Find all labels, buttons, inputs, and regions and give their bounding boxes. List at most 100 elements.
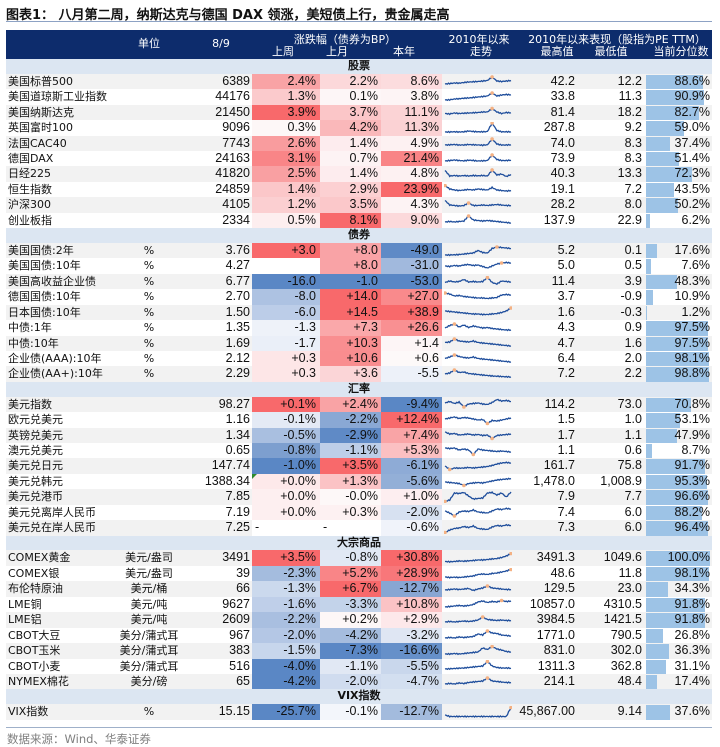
row-unit	[118, 89, 180, 104]
trend-cell	[442, 581, 513, 596]
change-ytd-cell: 21.4%	[381, 150, 442, 167]
percentile-cell: 59.0%	[645, 120, 712, 136]
low-value: 9.2	[624, 120, 642, 135]
header-month: 上月	[326, 45, 348, 58]
high-value: 6.4	[557, 351, 575, 366]
table-row: 美元兑港币 7.85 +0.0% -0.0% +1.0% 7.9 7.7 96.6%	[6, 489, 712, 505]
sparkline-marker	[485, 675, 490, 680]
change-month-cell: -0.1%	[320, 704, 381, 720]
sparkline-chart	[444, 352, 512, 363]
sparkline-chart	[444, 107, 512, 116]
sparkline-marker	[444, 183, 447, 187]
change-ytd-cell: -9.4%	[381, 396, 442, 413]
table-row: 中债:10年% 1.69 -1.7 +10.3 +1.4 4.7 1.6 97.5%	[6, 335, 712, 352]
percentile-bar	[646, 151, 679, 167]
low-value: 4310.5	[603, 596, 642, 611]
trend-cell	[442, 612, 513, 627]
sparkline-chart	[444, 446, 512, 457]
sparkline-chart	[444, 306, 512, 317]
title-underline	[6, 21, 712, 22]
row-unit: %	[143, 321, 155, 335]
change-week-cell: 3.1%	[252, 150, 320, 167]
change-ytd-cell: -53.0	[381, 273, 442, 290]
sparkline-marker	[509, 567, 512, 571]
row-value: 2334	[222, 212, 250, 227]
trend-cell	[442, 505, 513, 520]
change-ytd-cell: -4.7%	[381, 673, 442, 690]
row-name: CBOT玉米	[8, 644, 61, 658]
row-name: 恒生指数	[8, 182, 52, 196]
row-name: 美元兑在岸人民币	[8, 521, 96, 535]
change-week-cell: -2.0%	[252, 627, 320, 644]
row-value: 0.65	[225, 443, 250, 458]
low-value: 8.3	[624, 150, 642, 165]
sparkline-chart	[444, 275, 512, 285]
section-header: 大宗商品	[6, 535, 712, 551]
change-week-cell: -16.0	[252, 273, 320, 290]
percentile-bar	[646, 659, 666, 674]
change-ytd-cell: +1.0%	[381, 489, 442, 505]
percentile-cell: 88.2%	[645, 505, 712, 521]
trend-cell	[442, 213, 513, 228]
trend-cell	[442, 520, 513, 535]
low-value: 1.1	[624, 427, 642, 442]
change-ytd-cell: +28.9%	[381, 565, 442, 582]
row-value: 2.12	[225, 351, 250, 366]
trend-cell	[442, 105, 513, 120]
low-value: 11.8	[618, 565, 642, 580]
sparkline-chart	[444, 244, 512, 257]
sparkline-marker	[499, 599, 504, 603]
sparkline-marker	[462, 405, 466, 410]
row-value: 7743	[222, 135, 250, 150]
percentile-cell: 91.7%	[645, 458, 712, 474]
high-value: 129.5	[543, 581, 575, 596]
change-ytd-cell: -12.7%	[381, 704, 442, 720]
percentile-cell: 36.3%	[645, 643, 712, 659]
row-name: 英国富时100	[8, 121, 73, 135]
percentile-cell: 17.6%	[645, 243, 712, 259]
low-value: 2.2	[624, 366, 642, 381]
row-value: 1.34	[225, 427, 250, 442]
section-label: 债券	[348, 228, 370, 242]
change-week-cell: -25.7%	[252, 704, 320, 720]
sparkline-marker	[490, 644, 494, 649]
low-value: -0.3	[620, 304, 642, 319]
change-month-cell: +1.3%	[320, 473, 381, 490]
section-header: VIX指数	[6, 689, 712, 705]
trend-cell	[442, 674, 513, 689]
row-unit: %	[143, 352, 155, 366]
sparkline-chart	[444, 291, 512, 300]
percentile-value: 82.7%	[674, 104, 710, 119]
table-row: 英国富时100 9096 0.3% 4.2% 11.3% 287.8 9.2 59.0%	[6, 120, 712, 136]
row-name: 美元兑日元	[8, 459, 63, 473]
row-name: 英镑兑美元	[8, 428, 63, 442]
sparkline-chart	[444, 121, 512, 134]
percentile-bar	[646, 705, 671, 720]
sparkline-marker	[485, 275, 490, 279]
change-ytd-cell: +27.0	[381, 289, 442, 305]
trend-cell	[442, 351, 513, 366]
low-value: 362.8	[610, 658, 642, 673]
sparkline-marker	[490, 75, 494, 80]
change-week-cell: -1.3%	[252, 581, 320, 597]
change-month-cell: 0.7%	[320, 150, 381, 167]
change-week-cell: -1.5%	[252, 643, 320, 659]
trend-cell	[442, 428, 513, 443]
percentile-bar	[646, 566, 709, 582]
row-unit: %	[143, 705, 155, 719]
percentile-cell: 1.2%	[645, 305, 712, 321]
percentile-bar	[646, 428, 677, 444]
change-ytd-cell: -0.6%	[381, 520, 442, 536]
sparkline-chart	[444, 368, 512, 379]
percentile-value: 96.6%	[674, 489, 710, 504]
change-month-cell: -1.1%	[320, 443, 381, 459]
sparkline-marker	[452, 352, 457, 357]
row-value: 41820	[215, 166, 250, 181]
low-value: 1421.5	[603, 612, 642, 627]
sparkline-marker	[485, 629, 490, 634]
change-ytd-cell: -12.7%	[381, 581, 442, 597]
low-value: 13.3	[617, 166, 642, 181]
change-month-cell: 4.2%	[320, 120, 381, 136]
sparkline-chart	[444, 183, 512, 192]
change-month-cell: +14.5	[320, 304, 381, 321]
